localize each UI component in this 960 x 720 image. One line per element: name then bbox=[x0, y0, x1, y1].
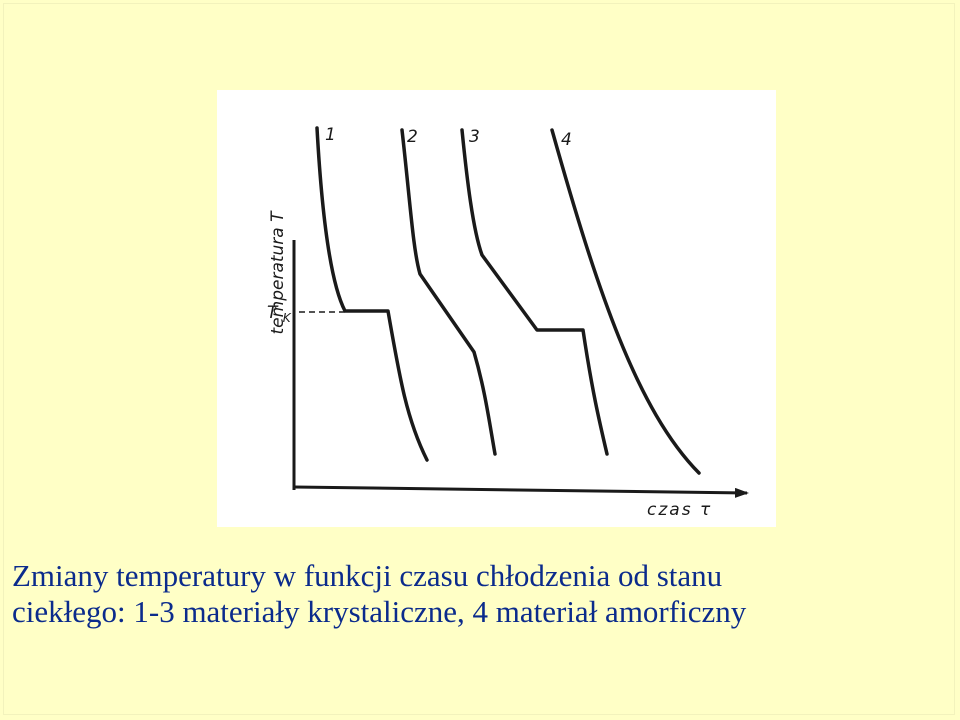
tk-label: T K bbox=[267, 303, 292, 325]
slide-border bbox=[3, 3, 955, 715]
curve-4-label: 4 bbox=[561, 130, 572, 150]
x-axis bbox=[293, 485, 749, 498]
curve-2 bbox=[400, 128, 497, 456]
curve-3-label: 3 bbox=[469, 127, 480, 147]
caption-line-2: ciekłego: 1-3 materiały krystaliczne, 4 … bbox=[12, 594, 747, 629]
tk-label-subscript: K bbox=[283, 311, 292, 325]
tk-label-main: T bbox=[267, 303, 279, 323]
caption-line-1: Zmiany temperatury w funkcji czasu chłod… bbox=[12, 558, 723, 593]
curve-2-label: 2 bbox=[407, 127, 418, 147]
cooling-curves-figure: temperatura T czas τ T K 1 2 3 4 bbox=[217, 90, 776, 527]
curve-1 bbox=[315, 126, 429, 462]
curve-3 bbox=[460, 128, 609, 456]
y-axis-label: temperatura T bbox=[268, 210, 288, 335]
curve-4 bbox=[550, 128, 701, 475]
curve-1-label: 1 bbox=[325, 125, 336, 145]
cooling-curves-svg: temperatura T czas τ T K 1 2 3 4 bbox=[267, 125, 749, 520]
slide-caption: Zmiany temperatury w funkcji czasu chłod… bbox=[12, 558, 952, 630]
x-axis-label: czas τ bbox=[647, 500, 712, 520]
